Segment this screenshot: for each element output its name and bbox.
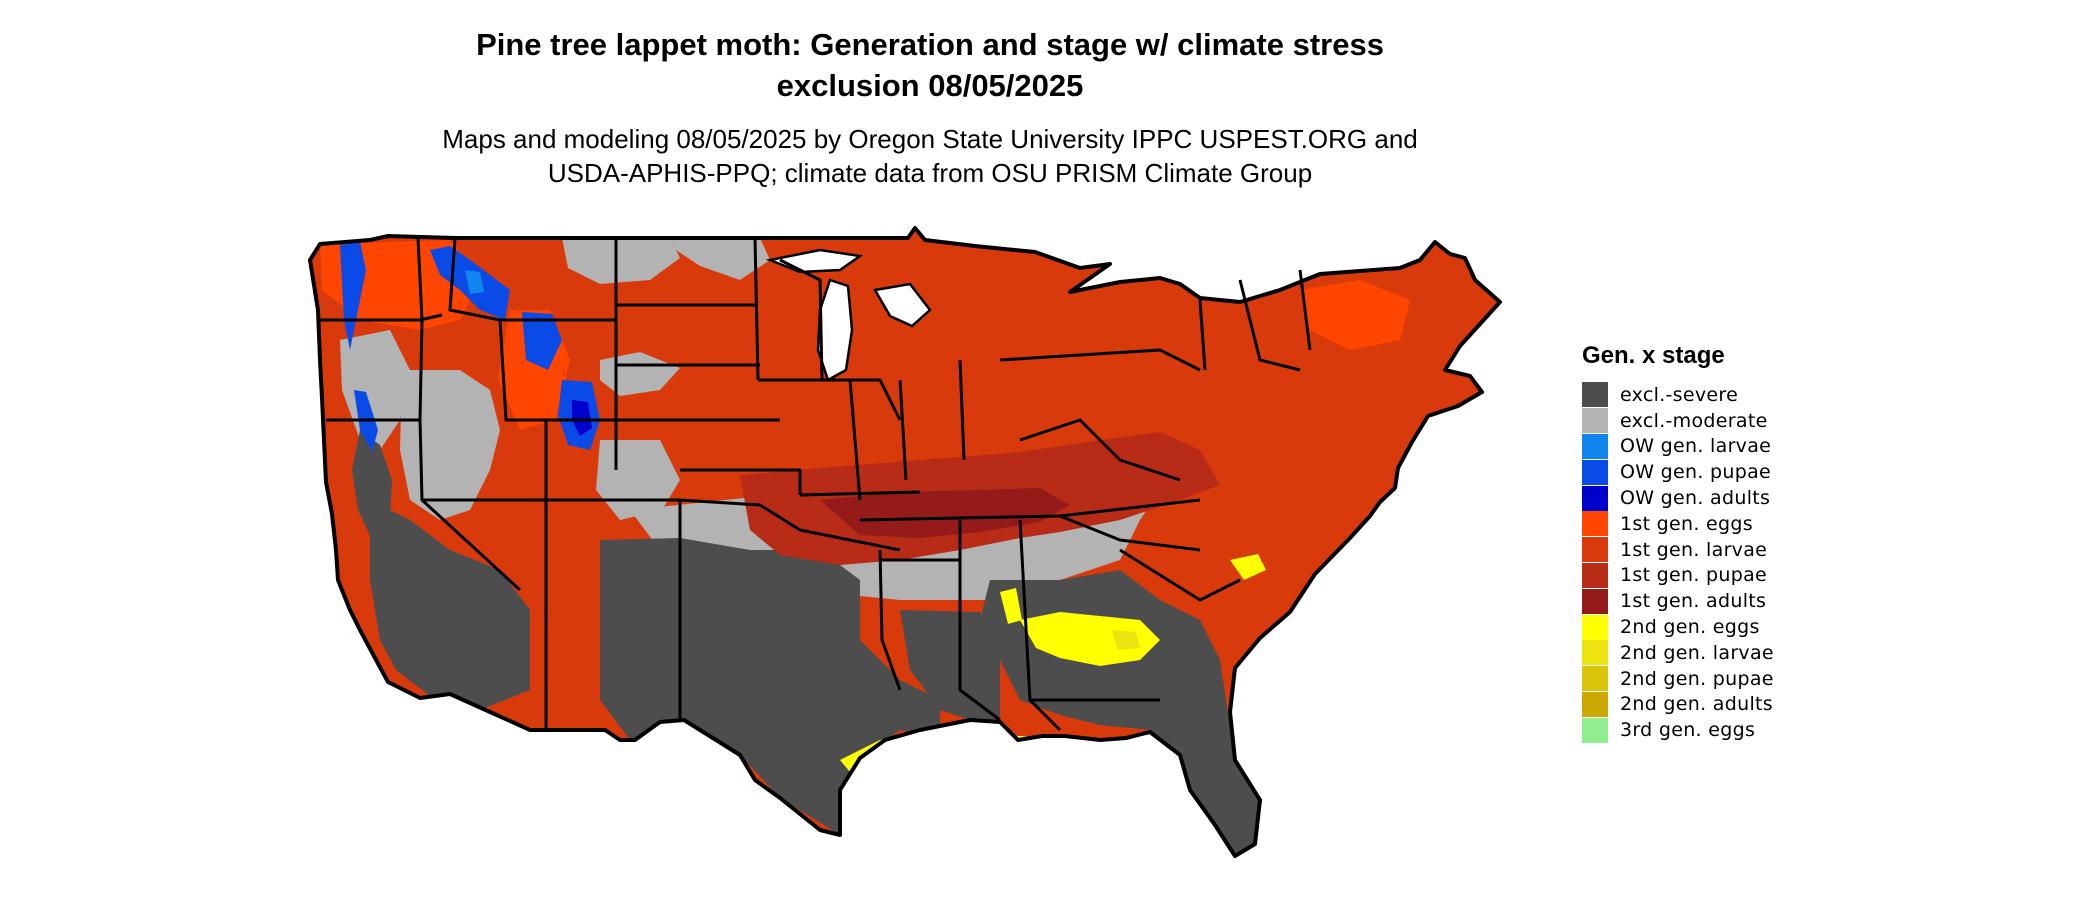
legend-swatch <box>1582 666 1608 692</box>
boundary-id-west <box>416 237 424 421</box>
region-excl-moderate-north-dakota <box>562 238 680 284</box>
legend-swatch <box>1582 459 1608 485</box>
boundary-ok-tx <box>679 498 901 552</box>
legend-item: OW gen. adults <box>1582 485 1774 511</box>
legend-label: OW gen. adults <box>1620 487 1771 510</box>
boundary-va-wv <box>1019 418 1181 482</box>
region-1st-gen-eggs-northeast <box>1300 280 1410 350</box>
boundary-la-tx <box>878 549 902 691</box>
legend-item: excl.-moderate <box>1582 408 1774 434</box>
boundary-in-oh <box>898 379 908 481</box>
boundary-il-in <box>848 379 862 501</box>
legend-label: excl.-severe <box>1620 383 1739 406</box>
legend-label: 2nd gen. adults <box>1620 693 1773 716</box>
boundary-oh-pa <box>958 359 966 461</box>
boundary-new-england <box>1238 279 1301 372</box>
boundary-ks-ok <box>680 468 802 495</box>
legend-swatch <box>1582 614 1608 640</box>
legend-items: excl.-severe excl.-moderate OW gen. larvae… <box>1582 382 1774 743</box>
region-excl-moderate-oklahoma <box>600 352 680 396</box>
legend-swatch <box>1582 691 1608 717</box>
boundary-ny-vt <box>1198 299 1207 371</box>
legend-swatch <box>1582 408 1608 434</box>
region-2nd-gen-eggs-alabama-georgia <box>1020 612 1160 666</box>
legend-label: 3rd gen. eggs <box>1620 719 1756 742</box>
legend-item: OW gen. pupae <box>1582 459 1774 485</box>
region-excl-severe-lower-mississippi <box>900 610 1000 722</box>
map-title-line1: Pine tree lappet moth: Generation and st… <box>476 27 1384 62</box>
legend-item: 3rd gen. eggs <box>1582 717 1774 743</box>
legend-item: OW gen. larvae <box>1582 433 1774 460</box>
region-2nd-gen-larvae-georgia <box>1112 630 1140 650</box>
boundary-nc-sc <box>1119 548 1241 602</box>
legend-label: 2nd gen. pupae <box>1620 667 1774 690</box>
region-excl-severe-desert-southwest <box>370 500 530 710</box>
legend-item: 2nd gen. eggs <box>1582 614 1774 640</box>
legend-item: 2nd gen. larvae <box>1582 640 1774 666</box>
legend-swatch <box>1582 717 1608 743</box>
region-ow-gen-larvae-montana <box>465 270 484 294</box>
boundary-or-wa <box>318 313 443 322</box>
legend-item: 1st gen. eggs <box>1582 511 1774 537</box>
legend-swatch <box>1582 562 1608 588</box>
legend-swatch <box>1582 537 1608 563</box>
great-lakes <box>765 248 932 382</box>
lake-huron <box>873 282 932 328</box>
legend-label: 2nd gen. larvae <box>1620 641 1774 664</box>
region-ow-gen-adults-colorado-core <box>572 400 592 436</box>
region-2nd-gen-eggs-mississippi <box>1000 588 1022 624</box>
boundary-pa-ny <box>999 348 1201 372</box>
legend-label: excl.-moderate <box>1620 409 1768 432</box>
legend-label: 1st gen. larvae <box>1620 538 1768 561</box>
legend-swatch <box>1582 511 1608 537</box>
region-ow-gen-pupae-wyoming <box>522 312 562 370</box>
legend-title: Gen. x stage <box>1582 342 1725 369</box>
legend-item: excl.-severe <box>1582 382 1774 408</box>
map-title: Pine tree lappet moth: Generation and st… <box>0 24 1860 106</box>
map-subtitle: Maps and modeling 08/05/2025 by Oregon S… <box>0 122 1860 190</box>
boundary-wi-mi <box>779 258 824 381</box>
us-stage-map <box>308 226 1502 858</box>
map-title-line2: exclusion 08/05/2025 <box>776 68 1084 103</box>
legend-label: 2nd gen. eggs <box>1620 616 1760 639</box>
legend-swatch <box>1582 485 1608 511</box>
legend-label: OW gen. larvae <box>1620 435 1772 458</box>
boundary-mt-id <box>448 237 501 322</box>
legend-item: 1st gen. adults <box>1582 588 1774 614</box>
region-excl-moderate-southwest <box>400 370 500 520</box>
legend-item: 1st gen. larvae <box>1582 537 1774 563</box>
state-boundaries <box>318 237 1312 732</box>
legend-label: 1st gen. adults <box>1620 590 1767 613</box>
legend: Gen. x stage excl.-severe excl.-moderate O… <box>1582 342 1774 743</box>
legend-item: 2nd gen. pupae <box>1582 666 1774 692</box>
legend-swatch <box>1582 640 1608 666</box>
boundary-tn-nc <box>1059 514 1201 552</box>
legend-label: 1st gen. eggs <box>1620 512 1753 535</box>
legend-swatch <box>1582 382 1608 408</box>
map-subtitle-line1: Maps and modeling 08/05/2025 by Oregon S… <box>442 124 1418 154</box>
boundary-ms-al <box>958 520 1001 722</box>
region-1st-gen-adults-patch <box>820 488 1070 538</box>
legend-label: 1st gen. pupae <box>1620 564 1768 587</box>
legend-item: 1st gen. pupae <box>1582 562 1774 589</box>
legend-item: 2nd gen. adults <box>1582 691 1774 718</box>
legend-swatch <box>1582 433 1608 459</box>
region-2nd-gen-eggs-carolina-coast <box>1230 554 1266 580</box>
legend-label: OW gen. pupae <box>1620 461 1772 484</box>
region-ow-gen-pupae-cascades <box>340 242 366 350</box>
region-excl-moderate-minnesota <box>670 238 770 280</box>
legend-swatch <box>1582 588 1608 614</box>
boundary-ca-nv <box>326 418 522 592</box>
boundary-ia-mo <box>758 378 902 421</box>
region-excl-severe-california <box>352 430 392 540</box>
map-subtitle-line2: USDA-APHIS-PPQ; climate data from OSU PR… <box>547 158 1313 188</box>
boundary-mn-west <box>753 237 760 381</box>
boundary-wy-ut <box>498 319 616 422</box>
